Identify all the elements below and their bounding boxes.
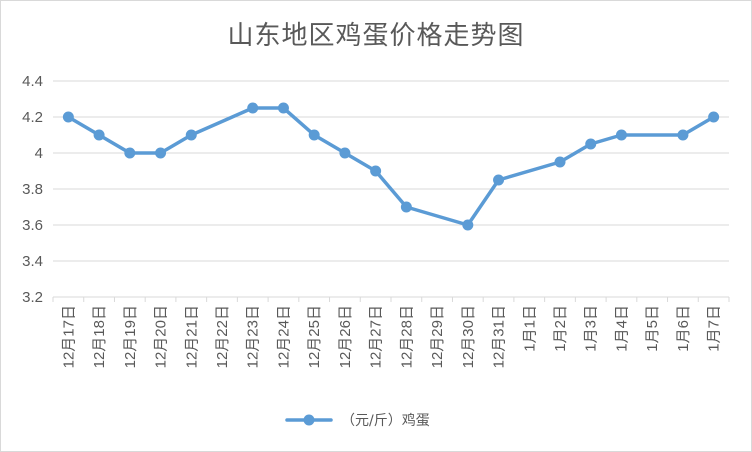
y-tick-label: 3.6 [22,217,43,234]
data-point [400,201,412,213]
x-tick-label: 1月3日 [583,305,600,352]
x-tick-label: 12月19日 [122,305,139,368]
data-point [124,147,136,159]
chart-title: 山东地区鸡蛋价格走势图 [227,21,525,51]
x-tick-label: 12月27日 [368,305,385,368]
data-point [62,111,74,123]
x-tick-label: 1月6日 [675,305,692,352]
x-tick-label: 12月24日 [275,305,292,368]
data-point [462,219,474,231]
x-tick-label: 12月26日 [337,305,354,368]
legend-label: （元/斤）鸡蛋 [341,412,430,429]
x-tick-label: 1月4日 [613,305,630,352]
x-tick-label: 1月5日 [644,305,661,352]
data-point [708,111,720,123]
x-tick-label: 1月1日 [521,305,538,352]
x-tick-label: 12月22日 [214,305,231,368]
data-point [585,138,597,150]
data-point [554,156,566,168]
data-point [677,129,689,141]
x-tick-label: 12月30日 [460,305,477,368]
x-tick-label: 12月20日 [153,305,170,368]
y-tick-label: 4.2 [22,109,43,126]
x-tick-label: 12月31日 [491,305,508,368]
data-point [155,147,167,159]
legend-marker [303,414,315,426]
data-point [247,102,259,114]
x-tick-label: 12月21日 [183,305,200,368]
data-point [339,147,351,159]
x-tick-label: 1月7日 [706,305,723,352]
y-tick-label: 3.4 [22,253,43,270]
series-line [66,106,716,227]
x-tick-label: 12月17日 [60,305,77,368]
x-tick-label: 12月28日 [398,305,415,368]
y-tick-label: 3.2 [22,289,43,306]
y-tick-label: 4.4 [22,73,43,90]
data-point [185,129,197,141]
x-tick-label: 12月18日 [91,305,108,368]
x-tick-label: 12月23日 [245,305,262,368]
data-point [277,102,289,114]
data-point [93,129,105,141]
data-point [493,174,505,186]
data-point [615,129,627,141]
y-tick-label: 3.8 [22,181,43,198]
y-tick-label: 4 [35,145,43,162]
data-point [308,129,320,141]
x-tick-label: 12月29日 [429,305,446,368]
data-point [370,165,382,177]
x-tick-label: 1月2日 [552,305,569,352]
x-tick-label: 12月25日 [306,305,323,368]
